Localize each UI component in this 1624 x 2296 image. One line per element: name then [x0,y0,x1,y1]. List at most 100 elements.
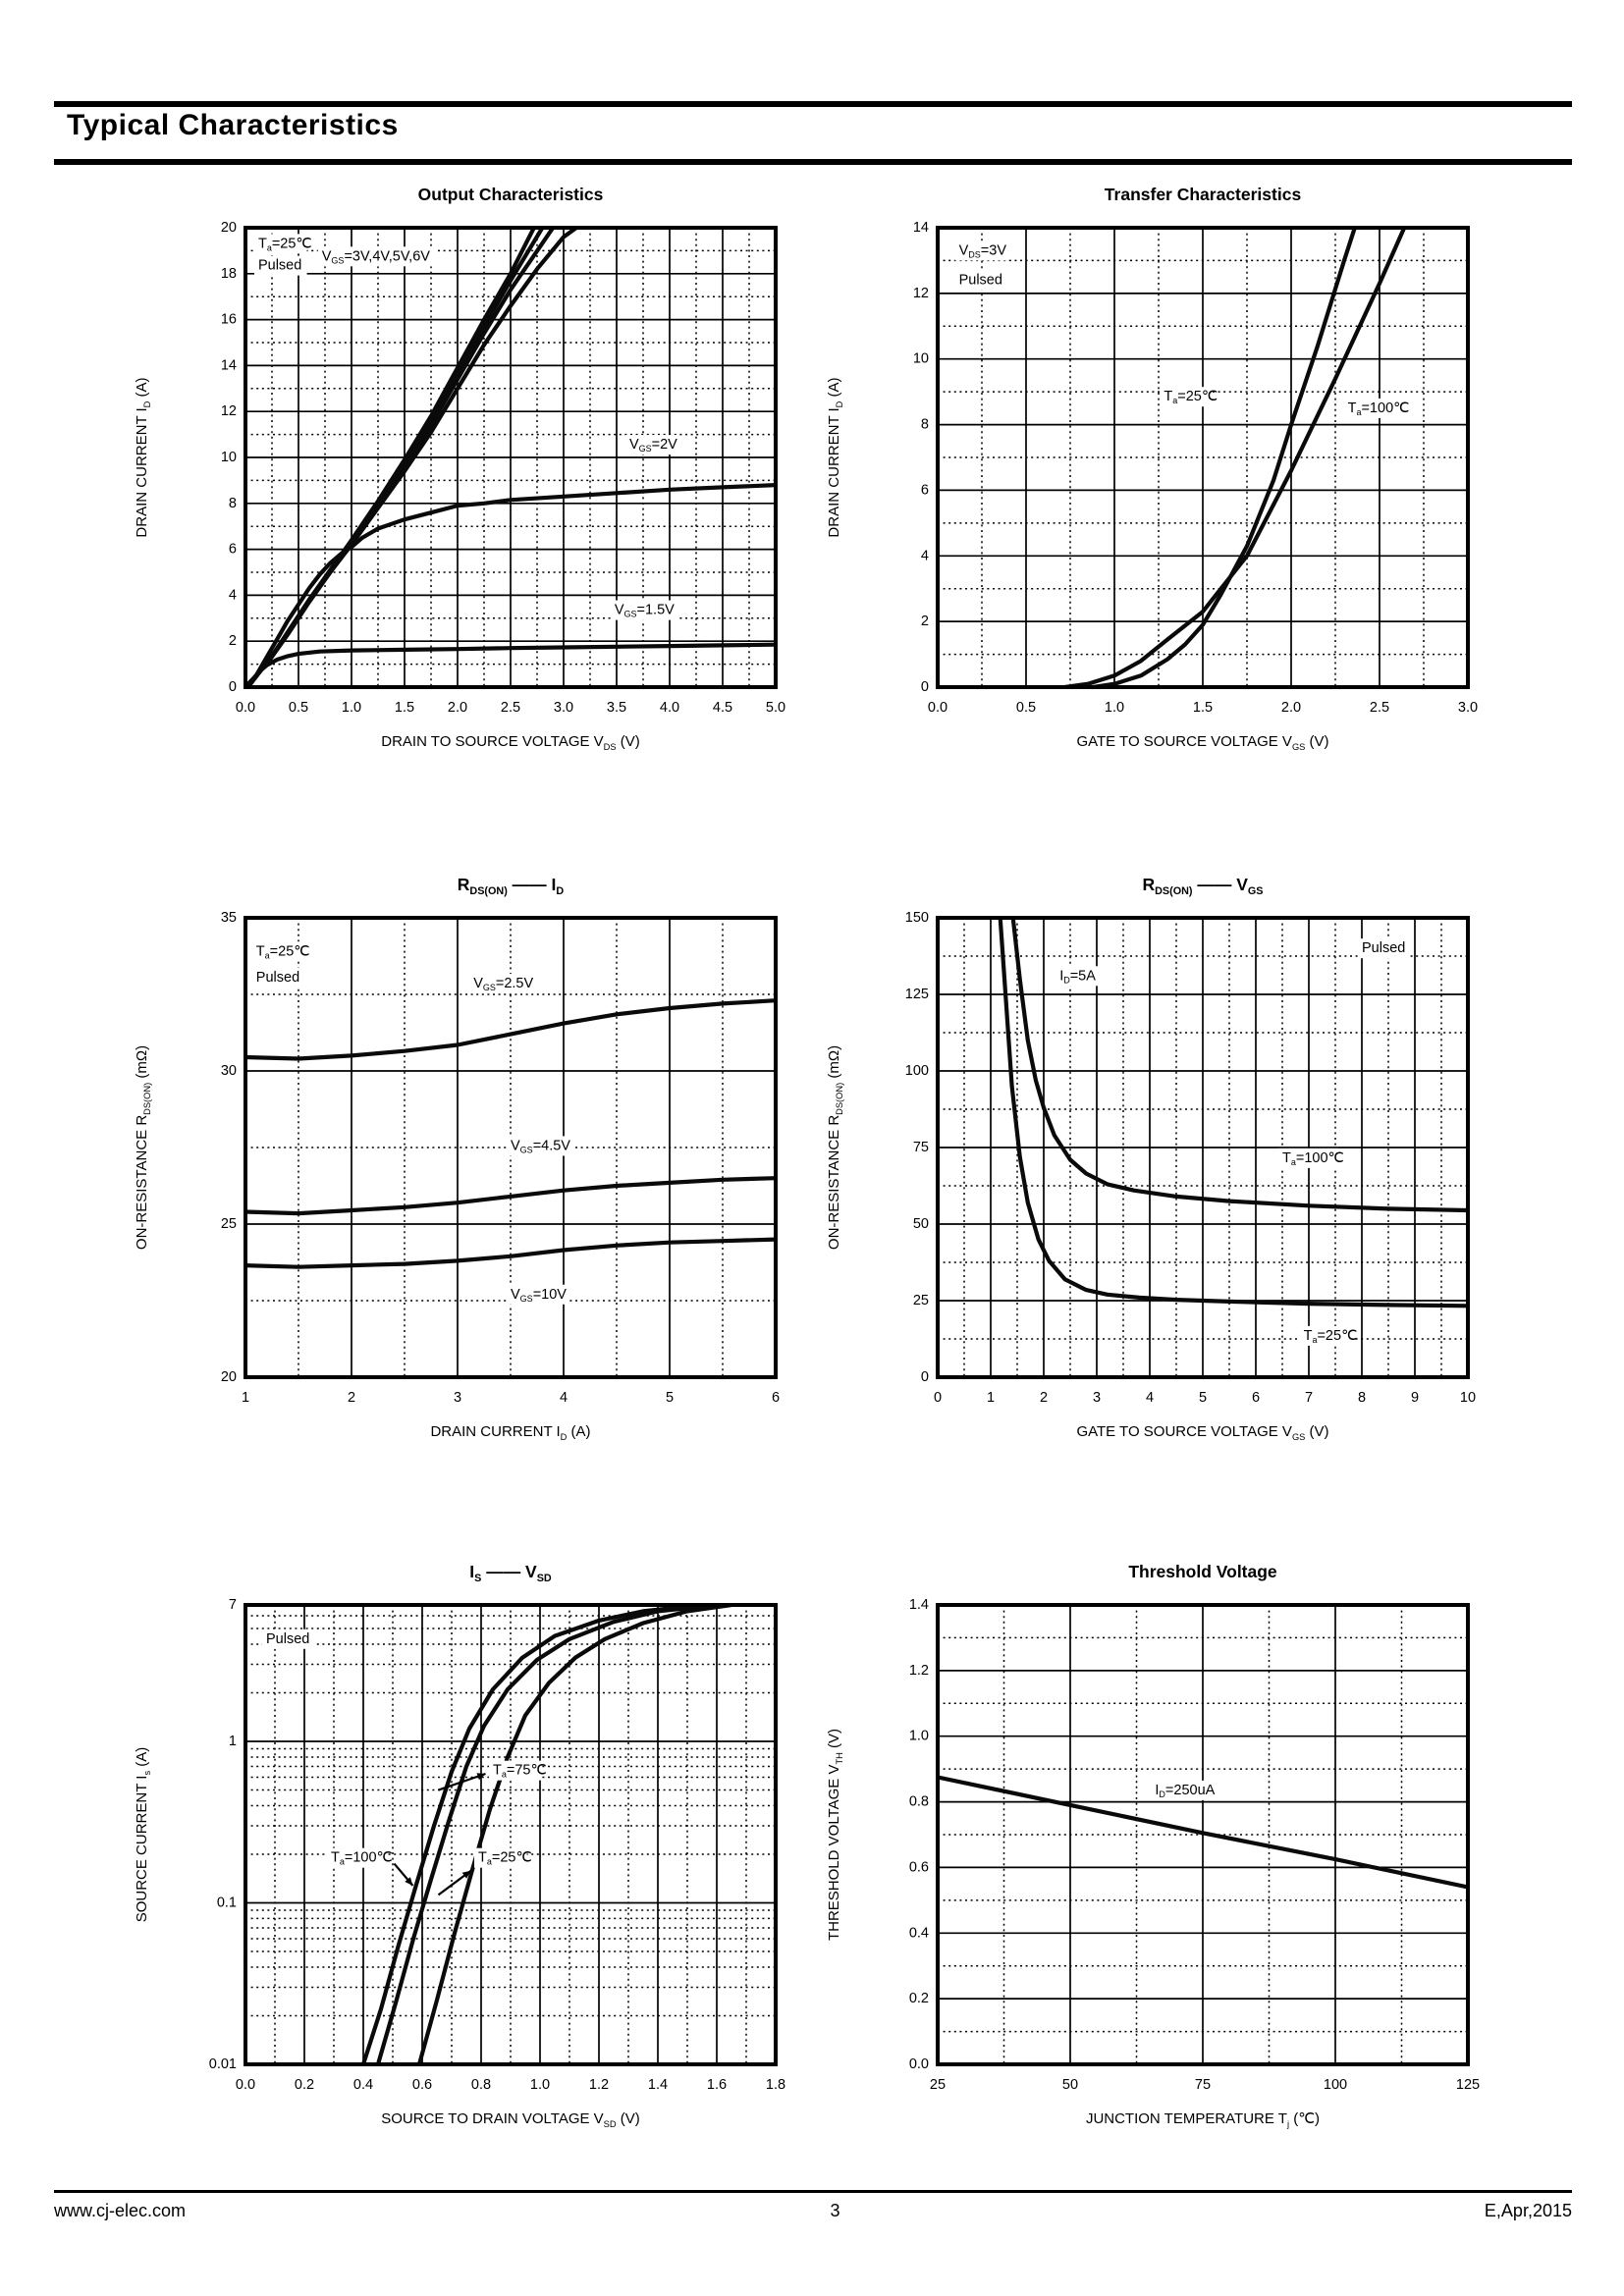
y-tick-1-4: 1.4 [909,1597,929,1613]
annotation-bg [1056,966,1102,987]
annotation-vgs-2v: VGS=2V [629,437,677,454]
x-tick-4-0: 4.0 [660,700,679,716]
y-tick-0-4: 0.4 [909,1925,929,1941]
tick-labels: 0.0 0.5 1.0 1.5 2.0 2.5 3.0 3.5 4.0 4.5 5.0 0 2 4 6 8 10… [221,220,785,716]
annotation-bg [1343,398,1404,418]
y-tick-1: 1 [229,1734,237,1749]
x-axis-title: DRAIN TO SOURCE VOLTAGE VDS (V) [381,733,640,752]
plot-border [244,226,778,689]
annotation-bg [1299,1325,1353,1346]
plot-border [244,916,778,1379]
y-tick-0-8: 0.8 [909,1794,929,1810]
series-ta-25c [416,1605,734,2064]
x-tick-75: 75 [1195,2077,1211,2093]
footer-page-number: 3 [830,2201,840,2220]
series-ta-25c [1091,228,1357,687]
y-axis-title: DRAIN CURRENT ID (A) [134,377,152,537]
y-tick-0-0: 0.0 [909,2056,929,2072]
y-tick-16: 16 [221,312,237,328]
x-tick-6: 6 [772,1390,780,1406]
footer-revision: E,Apr,2015 [1484,2201,1572,2220]
chart-title-output-characteristics: Output Characteristics [418,185,604,204]
x-tick-0-8: 0.8 [471,2077,491,2093]
y-tick-4: 4 [921,548,929,563]
x-tick-6: 6 [1252,1390,1260,1406]
x-tick-1-5: 1.5 [1193,700,1213,716]
y-tick-0-2: 0.2 [909,1991,929,2006]
series-ta-75c [375,1605,720,2064]
y-tick-0: 0 [921,679,929,695]
y-tick-18: 18 [221,266,237,282]
y-axis-title: DRAIN CURRENT ID (A) [826,377,844,537]
series-vgs-1-5v [245,642,776,687]
annotation-bg [1358,938,1411,959]
annotation-ta-100: Ta=100℃ [1348,400,1410,417]
x-tick-3-5: 3.5 [607,700,626,716]
y-tick-100: 100 [905,1063,929,1079]
annotation-bg [327,1847,388,1868]
x-tick-2: 2 [1040,1390,1048,1406]
footer-website: www.cj-elec.com [54,2201,187,2220]
x-tick-0-0: 0.0 [236,2077,255,2093]
x-axis-title: SOURCE TO DRAIN VOLTAGE VSD (V) [381,2110,640,2129]
chart-is-vs-vsd: Pulsed Ta=75℃ Ta=100℃ Ta=25℃ 0.0 0.2 0.4 0.6 0.8… [134,1562,785,2129]
tick-labels: 1 2 3 4 5 6 20 25 30 35 [221,910,780,1406]
annotation-id-5a: ID=5A [1059,968,1096,985]
x-tick-5-0: 5.0 [766,700,785,716]
series-ta-25c [998,918,1468,1308]
x-tick-1: 1 [242,1390,249,1406]
series-vgs-2-5v [245,998,776,1061]
x-tick-50: 50 [1062,2077,1078,2093]
y-tick-25: 25 [221,1216,237,1232]
annotation-bg [610,600,678,620]
y-tick-30: 30 [221,1063,237,1079]
series-vgs-2v [245,483,776,687]
annotation-bg [469,974,537,994]
series-group [938,1775,1468,1890]
y-tick-4: 4 [229,587,237,603]
x-tick-0-2: 0.2 [295,2077,314,2093]
x-axis-title: GATE TO SOURCE VOLTAGE VGS (V) [1076,733,1328,752]
annotation-bg [251,967,305,988]
y-tick-6: 6 [921,482,929,498]
x-tick-4-5: 4.5 [713,700,732,716]
annotation-bg [474,1847,527,1868]
y-tick-2: 2 [229,633,237,649]
chart-title-rdson-vs-id: RDS(ON) —— ID [458,875,565,897]
x-tick-7: 7 [1305,1390,1313,1406]
x-tick-2: 2 [348,1390,355,1406]
y-tick-12: 12 [221,403,237,419]
annotation-id-250ua: ID=250uA [1155,1783,1215,1799]
annotation-ta-75: Ta=75℃ [493,1763,547,1780]
chart-transfer-characteristics: VDS=3V Pulsed Ta=25℃ Ta=100℃ 0.0 0.5 1.0 1.5 2.0… [826,185,1478,752]
annotations: VDS=3V Pulsed Ta=25℃ Ta=100℃ [954,240,1410,418]
annotations: Pulsed Ta=75℃ Ta=100℃ Ta=25℃ [262,1629,547,1868]
annotation-ta-25: Ta=25℃ [478,1850,532,1867]
annotation-pulsed: Pulsed [256,970,299,986]
y-axis-title: ON-RESISTANCE RDS(ON) (mΩ) [826,1045,844,1250]
annotation-bg [1160,387,1213,407]
chart-title-transfer-characteristics: Transfer Characteristics [1105,185,1302,204]
y-tick-1-0: 1.0 [909,1729,929,1744]
annotation-pulsed: Pulsed [959,272,1002,288]
y-tick-8: 8 [229,496,237,511]
annotation-bg [954,270,1008,291]
annotation-pulsed: Pulsed [266,1631,309,1647]
x-tick-1-4: 1.4 [648,2077,668,2093]
y-tick-125: 125 [905,987,929,1002]
y-tick-0-01: 0.01 [209,2056,237,2072]
y-tick-0: 0 [229,679,237,695]
x-tick-0-4: 0.4 [353,2077,373,2093]
y-tick-20: 20 [221,220,237,236]
annotation-bg [1278,1148,1339,1168]
plot-border [936,1603,1470,2066]
annotation-ta-25: Ta=25℃ [1164,389,1218,405]
annotations: Ta=25℃ Pulsed VGS=2.5V VGS=4.5V VGS=10V [251,941,574,1305]
annotation-arrows [393,1772,486,1896]
x-tick-4: 4 [560,1390,568,1406]
annotation-bg [1151,1780,1219,1800]
y-tick-12: 12 [913,286,929,301]
series-group [245,998,776,1269]
grid-major [938,228,1468,687]
annotation-pulsed: Pulsed [1362,940,1405,956]
